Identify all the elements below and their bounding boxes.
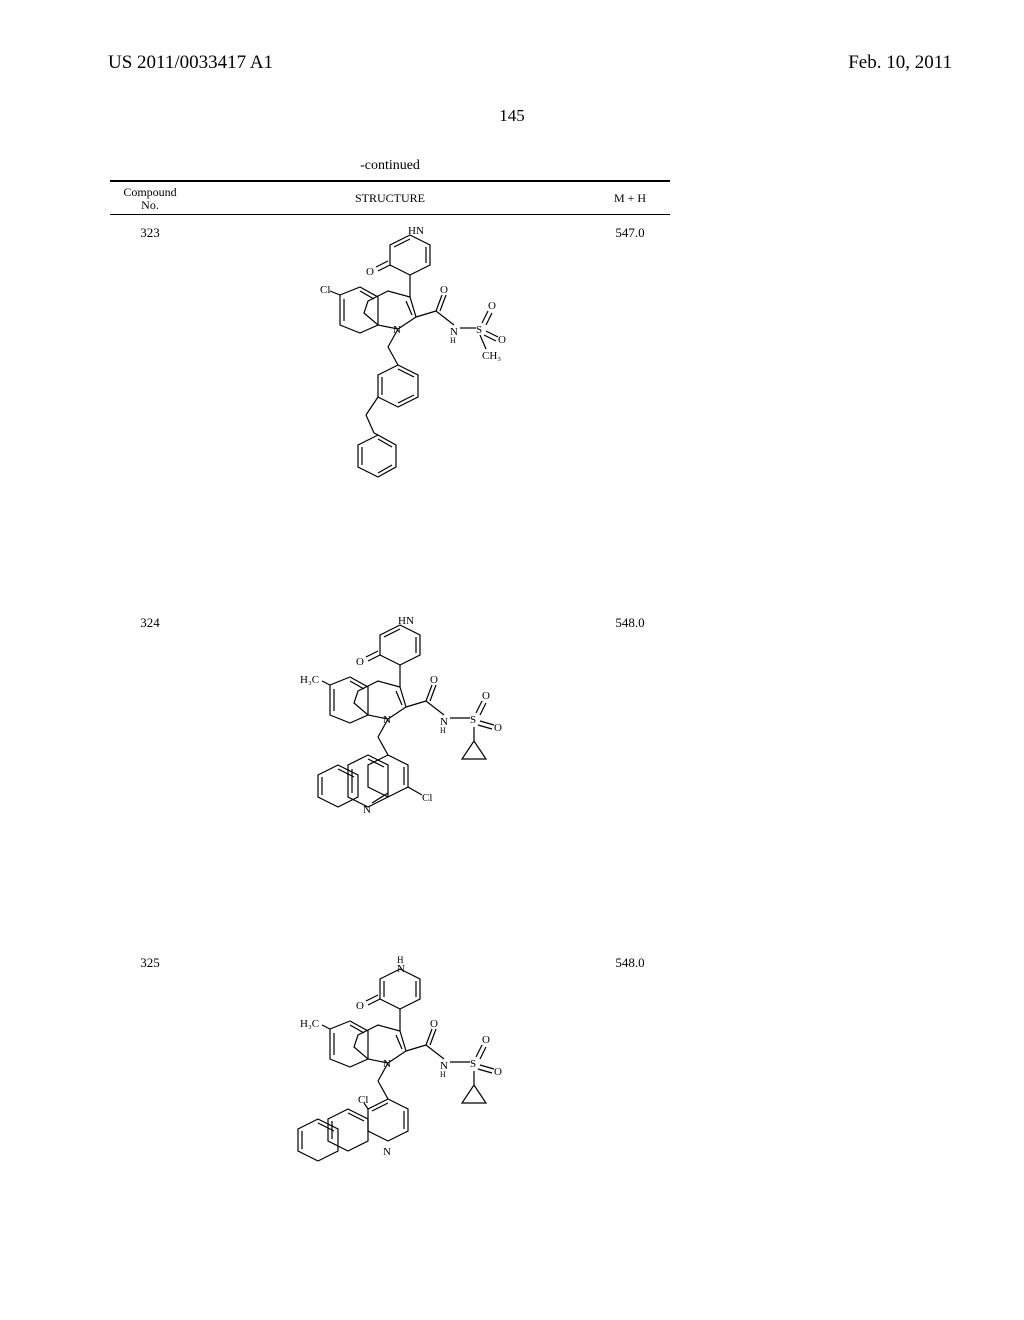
compound-table: -continued Compound No. STRUCTURE M + H … — [110, 158, 670, 1245]
compound-number: 325 — [110, 955, 190, 971]
svg-text:S: S — [470, 1058, 476, 1070]
svg-text:H₃C: H₃C — [300, 1018, 319, 1030]
col-header-compound-l2: No. — [141, 198, 159, 212]
svg-text:N: N — [363, 804, 371, 816]
svg-text:O: O — [482, 1034, 490, 1046]
publication-date: Feb. 10, 2011 — [848, 52, 952, 74]
svg-text:S: S — [476, 324, 482, 336]
svg-text:Cl: Cl — [320, 284, 330, 296]
svg-text:O: O — [440, 284, 448, 296]
structure-cell: HN O H₃C N — [190, 615, 590, 905]
svg-text:O: O — [430, 674, 438, 686]
svg-text:H: H — [440, 726, 446, 735]
svg-text:H₃C: H₃C — [300, 674, 319, 686]
compound-number: 323 — [110, 225, 190, 241]
table-row: 325 H N O — [110, 945, 670, 1245]
svg-text:N: N — [397, 963, 405, 975]
mh-value: 548.0 — [590, 615, 670, 631]
svg-text:O: O — [488, 300, 496, 312]
structure-cell: H N O H₃C N — [190, 955, 590, 1245]
svg-text:O: O — [356, 1000, 364, 1012]
col-header-compound-l1: Compound — [123, 185, 176, 199]
table-row: 323 HN O — [110, 215, 670, 565]
continued-label: -continued — [110, 158, 670, 174]
svg-text:O: O — [366, 266, 374, 278]
chemical-structure-icon: HN O Cl N — [260, 225, 520, 565]
page-number: 145 — [0, 106, 1024, 126]
svg-text:H: H — [440, 1070, 446, 1079]
svg-text:O: O — [494, 1066, 502, 1078]
table-row: 324 HN O — [110, 605, 670, 905]
col-header-compound: Compound No. — [110, 186, 190, 212]
col-header-mh: M + H — [590, 186, 670, 212]
svg-text:HN: HN — [408, 225, 424, 237]
publication-number: US 2011/0033417 A1 — [108, 52, 273, 74]
svg-text:N: N — [383, 1146, 391, 1158]
svg-text:H: H — [450, 336, 456, 345]
mh-value: 548.0 — [590, 955, 670, 971]
svg-text:O: O — [494, 722, 502, 734]
svg-text:CH₃: CH₃ — [482, 350, 501, 362]
compound-number: 324 — [110, 615, 190, 631]
table-column-headers: Compound No. STRUCTURE M + H — [110, 182, 670, 214]
svg-text:O: O — [356, 656, 364, 668]
chemical-structure-icon: HN O H₃C N — [250, 615, 530, 905]
chemical-structure-icon: H N O H₃C N — [250, 955, 530, 1245]
svg-text:O: O — [430, 1018, 438, 1030]
mh-value: 547.0 — [590, 225, 670, 241]
structure-cell: HN O Cl N — [190, 225, 590, 565]
svg-text:O: O — [482, 690, 490, 702]
svg-text:O: O — [498, 334, 506, 346]
col-header-structure: STRUCTURE — [190, 186, 590, 212]
svg-text:Cl: Cl — [422, 792, 432, 804]
svg-text:HN: HN — [398, 615, 414, 627]
svg-text:S: S — [470, 714, 476, 726]
svg-text:Cl: Cl — [358, 1094, 368, 1106]
